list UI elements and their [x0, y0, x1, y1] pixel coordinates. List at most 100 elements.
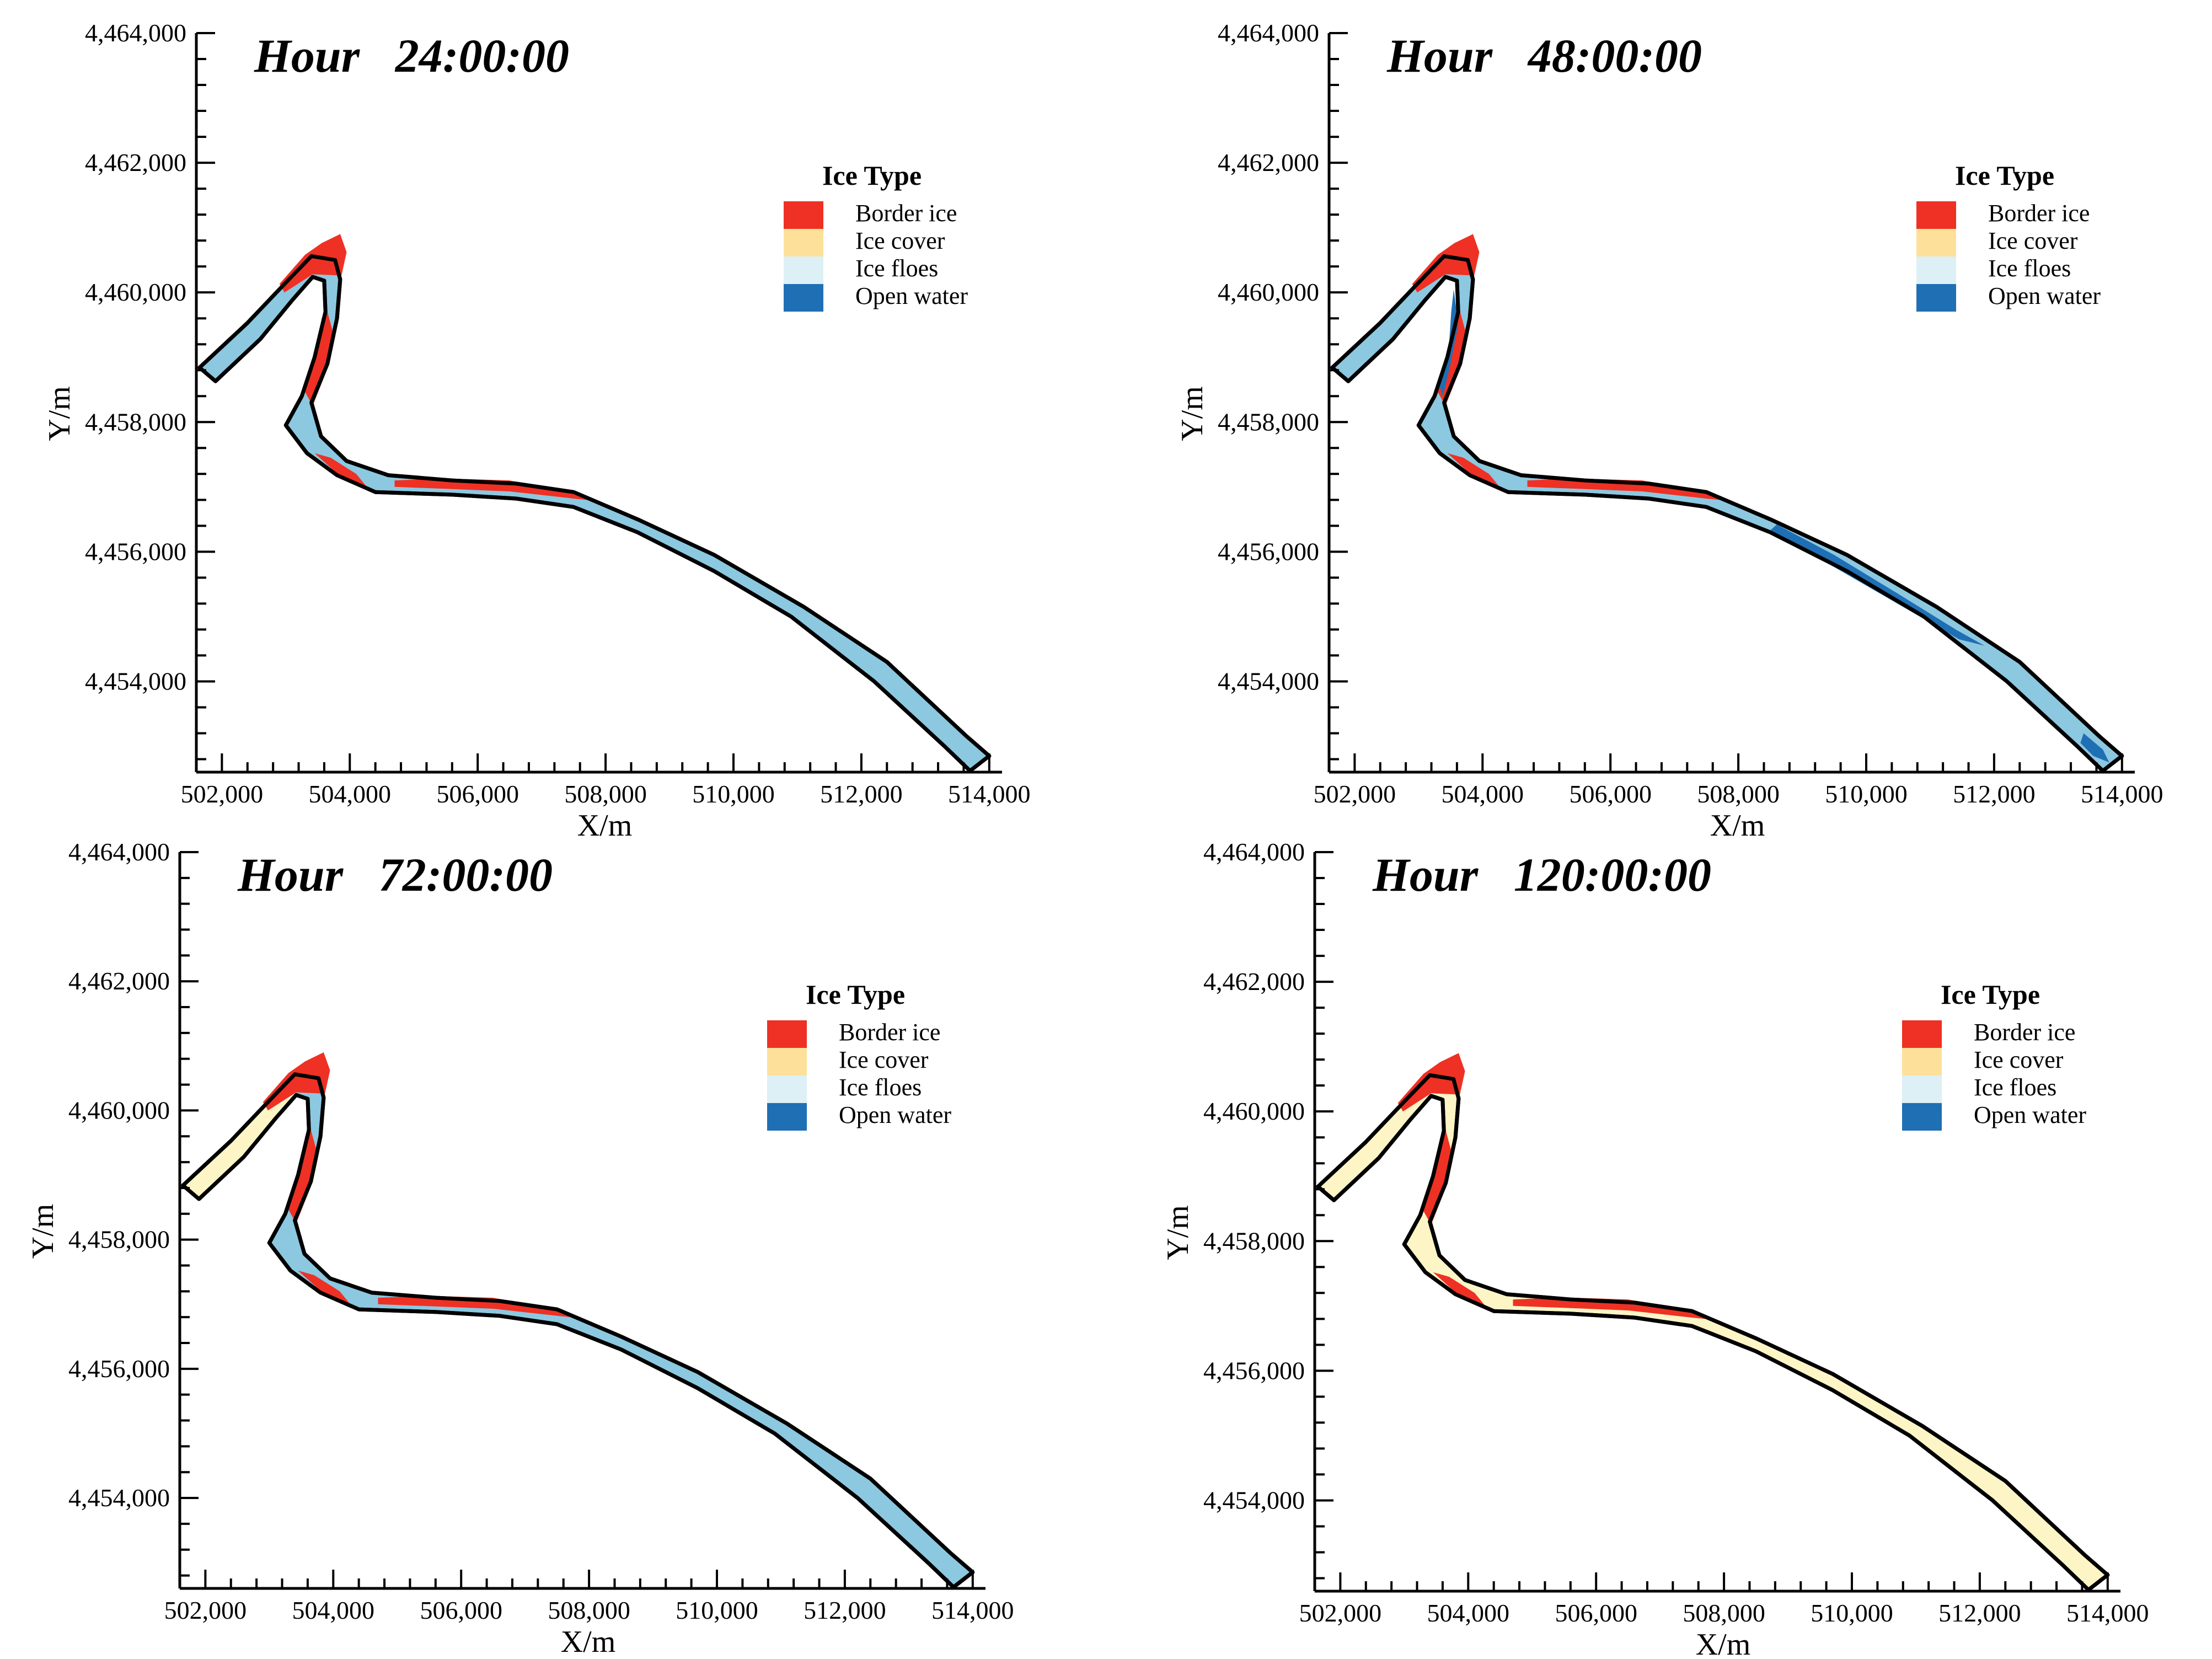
y-tick-label: 4,464,000	[1218, 19, 1319, 47]
legend-label: Border ice	[855, 200, 957, 227]
legend-title: Ice Type	[1941, 979, 2040, 1010]
x-axis-label: X/m	[561, 1625, 616, 1659]
river-bank-outline	[1316, 1073, 2110, 1592]
river-bank-outline	[197, 254, 992, 773]
legend-swatch	[1902, 1020, 1942, 1048]
x-tick-label: 512,000	[1938, 1599, 2021, 1627]
x-tick-label: 512,000	[804, 1596, 886, 1624]
x-tick-label: 514,000	[948, 780, 1031, 808]
x-tick-label: 504,000	[292, 1596, 375, 1624]
legend-swatch	[767, 1020, 807, 1048]
legend-label: Ice cover	[839, 1046, 929, 1073]
legend-swatch	[767, 1103, 807, 1131]
y-tick-label: 4,458,000	[68, 1225, 170, 1254]
legend-label: Ice floes	[1974, 1074, 2056, 1101]
x-tick-label: 510,000	[692, 780, 775, 808]
river-bank-outline	[181, 1072, 975, 1590]
border-ice-region	[279, 234, 347, 293]
legend-swatch	[767, 1075, 807, 1103]
y-axis-label: Y/m	[1175, 386, 1209, 441]
legend-swatch	[784, 284, 823, 312]
border-ice-region	[1527, 478, 1732, 501]
border-ice-region	[394, 478, 599, 501]
border-ice-region	[1513, 1297, 1718, 1320]
legend-swatch	[784, 201, 823, 229]
y-tick-label: 4,458,000	[1203, 1227, 1305, 1255]
legend-label: Border ice	[839, 1019, 940, 1046]
x-tick-label: 508,000	[1683, 1599, 1765, 1627]
y-tick-label: 4,460,000	[85, 278, 186, 306]
y-tick-label: 4,454,000	[1203, 1486, 1305, 1514]
x-tick-label: 506,000	[1555, 1599, 1637, 1627]
panel-title: Hour 48:00:00	[1386, 29, 1702, 82]
legend-swatch	[1916, 256, 1956, 284]
x-tick-label: 506,000	[436, 780, 519, 808]
x-tick-label: 514,000	[2066, 1599, 2149, 1627]
legend-label: Open water	[855, 282, 968, 309]
x-tick-label: 508,000	[564, 780, 647, 808]
y-tick-label: 4,462,000	[1218, 148, 1319, 176]
legend-label: Border ice	[1988, 200, 2090, 227]
y-tick-label: 4,460,000	[1218, 278, 1319, 306]
legend-label: Ice cover	[1988, 227, 2078, 254]
y-tick-label: 4,464,000	[68, 838, 170, 866]
y-tick-label: 4,460,000	[1203, 1097, 1305, 1125]
x-tick-label: 514,000	[931, 1596, 1014, 1624]
y-tick-label: 4,454,000	[1218, 667, 1319, 695]
panel-4: 4,454,000 4,456,000 4,458,000 4,460,000 4,46…	[1161, 838, 2149, 1659]
y-axis-label: Y/m	[1161, 1205, 1195, 1260]
y-tick-label: 4,460,000	[68, 1096, 170, 1124]
x-tick-label: 502,000	[1314, 780, 1396, 808]
legend-label: Ice cover	[855, 227, 945, 254]
x-tick-label: 504,000	[1427, 1599, 1510, 1627]
x-tick-label: 510,000	[676, 1596, 758, 1624]
legend-title: Ice Type	[806, 979, 905, 1010]
legend-label: Border ice	[1974, 1019, 2075, 1046]
panel-title: Hour 120:00:00	[1372, 848, 1711, 901]
border-ice-region	[287, 1130, 318, 1224]
legend-label: Open water	[1988, 282, 2101, 309]
legend-swatch	[784, 229, 823, 256]
legend-swatch	[1902, 1048, 1942, 1075]
x-tick-label: 510,000	[1811, 1599, 1893, 1627]
x-axis-label: X/m	[1696, 1628, 1751, 1659]
y-tick-label: 4,454,000	[85, 667, 186, 695]
panel-1: 4,454,000 4,456,000 4,458,000 4,460,000 4,46…	[42, 19, 1031, 843]
border-ice-region	[303, 312, 335, 406]
x-tick-label: 502,000	[181, 780, 264, 808]
x-tick-label: 506,000	[420, 1596, 502, 1624]
legend-swatch	[1916, 201, 1956, 229]
y-tick-label: 4,456,000	[1203, 1356, 1305, 1384]
legend-swatch	[784, 256, 823, 284]
legend-swatch	[1916, 284, 1956, 312]
x-tick-label: 506,000	[1569, 780, 1652, 808]
y-tick-label: 4,454,000	[68, 1484, 170, 1512]
y-tick-label: 4,456,000	[1218, 537, 1319, 565]
border-ice-region	[1422, 1131, 1453, 1225]
x-tick-label: 502,000	[1299, 1599, 1382, 1627]
y-tick-label: 4,464,000	[1203, 838, 1305, 866]
border-ice-region	[378, 1296, 583, 1319]
y-tick-label: 4,458,000	[1218, 408, 1319, 436]
legend-label: Ice cover	[1974, 1046, 2064, 1073]
x-tick-label: 512,000	[820, 780, 903, 808]
y-axis-label: Y/m	[26, 1204, 60, 1259]
x-tick-label: 504,000	[1442, 780, 1524, 808]
x-tick-label: 510,000	[1825, 780, 1908, 808]
x-tick-label: 508,000	[548, 1596, 630, 1624]
y-tick-label: 4,462,000	[68, 967, 170, 995]
legend-swatch	[767, 1048, 807, 1075]
legend-swatch	[1902, 1103, 1942, 1131]
legend-label: Ice floes	[1988, 255, 2071, 282]
border-ice-region	[1397, 1053, 1465, 1112]
legend-title: Ice Type	[822, 160, 922, 191]
x-tick-label: 512,000	[1953, 780, 2036, 808]
y-tick-label: 4,456,000	[85, 537, 186, 565]
open-water-patch	[2080, 733, 2109, 763]
panel-3: 4,454,000 4,456,000 4,458,000 4,460,000 4,46…	[26, 838, 1014, 1659]
y-axis-label: Y/m	[42, 386, 77, 441]
